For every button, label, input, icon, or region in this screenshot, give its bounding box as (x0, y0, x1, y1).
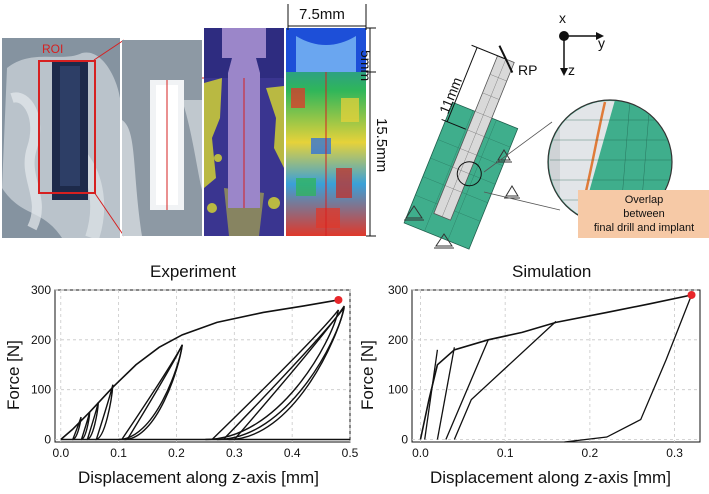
x-tick-label: 0.2 (582, 446, 599, 460)
hysteresis-loop (80, 411, 91, 441)
unload-curve (436, 347, 455, 440)
fe-material-map-panel (286, 28, 366, 236)
x-tick-label: 0.3 (226, 446, 243, 460)
x-tick-label: 0.5 (342, 446, 359, 460)
simulation-chart-title: Simulation (512, 262, 592, 281)
y-tick-label: 200 (31, 333, 51, 347)
coordinate-system-icon (559, 31, 604, 76)
simulation-chart: 0.0 0.1 0.2 0.3 0 100 200 300 (388, 283, 701, 460)
callout-line-1: Overlap (624, 194, 664, 206)
hysteresis-loop (95, 384, 114, 441)
max-force-point (687, 290, 696, 299)
axis-z-label: z (568, 62, 575, 78)
dimension-lines (287, 4, 376, 237)
dimension-top-label: 5mm (358, 50, 374, 82)
x-tick-label: 0.4 (284, 446, 301, 460)
y-tick-label: 0 (401, 433, 408, 447)
rp-label: RP (518, 62, 538, 78)
unload-curve (453, 320, 557, 440)
overlap-callout: Overlap between final drill and implant (578, 190, 709, 238)
x-tick-label: 0.0 (52, 446, 69, 460)
plot-frame (54, 289, 351, 443)
hysteresis-loop (228, 305, 345, 441)
x-tick-label: 0.0 (412, 446, 429, 460)
axis-y-label: y (598, 35, 605, 51)
ct-scan-panel (2, 38, 120, 238)
callout-line-2: between (623, 208, 665, 220)
unload-curve (445, 339, 489, 440)
y-tick-label: 300 (388, 283, 408, 297)
y-tick-label: 100 (31, 383, 51, 397)
unload-curve (424, 349, 439, 440)
y-tick-label: 300 (31, 283, 51, 297)
hysteresis-loop (124, 344, 183, 441)
hysteresis-loop (86, 401, 100, 441)
max-force-point (334, 295, 343, 304)
y-tick-label: 0 (44, 433, 51, 447)
dimension-body-label: 15.5mm (373, 118, 390, 173)
experiment-chart: 0.0 0.1 0.2 0.3 0.4 0.5 0 100 200 300 (31, 283, 359, 460)
y-tick-label: 200 (388, 333, 408, 347)
hysteresis-loop (205, 309, 340, 441)
x-tick-label: 0.3 (666, 446, 683, 460)
envelope-curve (60, 299, 339, 441)
segmentation-panel (204, 28, 284, 236)
x-tick-label: 0.2 (168, 446, 185, 460)
plot-frame (411, 289, 701, 443)
dimension-width-label: 7.5mm (299, 6, 345, 23)
callout-line-3: final drill and implant (593, 222, 695, 234)
simulation-xlabel: Displacement along z-axis [mm] (430, 468, 671, 487)
axis-x-label: x (559, 10, 566, 26)
x-tick-label: 0.1 (497, 446, 514, 460)
hysteresis-loop (72, 416, 82, 441)
roi-box (38, 60, 96, 194)
x-tick-label: 0.1 (110, 446, 127, 460)
roi-label: ROI (42, 42, 64, 56)
experiment-xlabel: Displacement along z-axis [mm] (78, 468, 319, 487)
experiment-chart-title: Experiment (150, 262, 236, 281)
unload-curve (564, 294, 693, 443)
y-tick-label: 100 (388, 383, 408, 397)
roi-zoom-panel (122, 40, 202, 236)
